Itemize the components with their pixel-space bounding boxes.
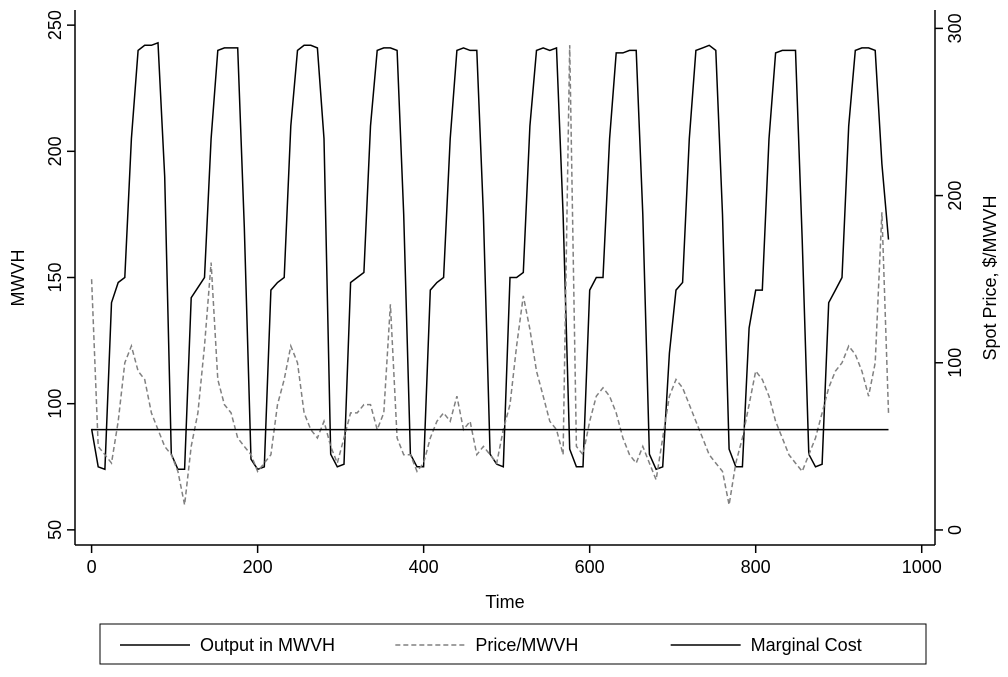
y2-tick-label: 300 — [945, 13, 965, 43]
legend-label: Output in MWVH — [200, 635, 335, 655]
legend-label: Marginal Cost — [751, 635, 862, 655]
x-axis-title: Time — [485, 592, 524, 612]
y2-tick-label: 200 — [945, 181, 965, 211]
series-line — [90, 45, 890, 506]
x-tick-label: 200 — [243, 557, 273, 577]
series-line — [90, 41, 890, 471]
x-tick-label: 800 — [741, 557, 771, 577]
x-tick-label: 0 — [87, 557, 97, 577]
y-axis-title: MWVH — [8, 250, 28, 307]
x-tick-label: 1000 — [902, 557, 942, 577]
x-tick-label: 600 — [575, 557, 605, 577]
y2-tick-label: 0 — [945, 525, 965, 535]
y2-axis-title: Spot Price, $/MWVH — [980, 195, 1000, 360]
y-tick-label: 250 — [45, 10, 65, 40]
y-tick-label: 200 — [45, 136, 65, 166]
y-tick-label: 150 — [45, 262, 65, 292]
x-tick-label: 400 — [409, 557, 439, 577]
y2-tick-label: 100 — [945, 348, 965, 378]
y-tick-label: 50 — [45, 520, 65, 540]
legend-box — [99, 623, 927, 665]
y-tick-label: 100 — [45, 389, 65, 419]
legend-label: Price/MWVH — [475, 635, 578, 655]
